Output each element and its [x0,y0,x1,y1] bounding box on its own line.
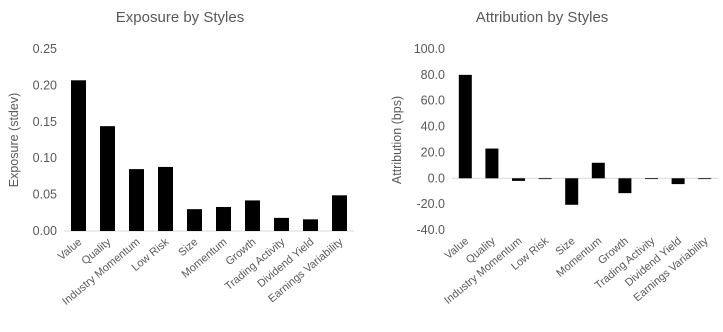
y-tick-label: 40.0 [421,120,445,134]
bar-industry-momentum [129,169,144,231]
attribution-y-ticks: 100.0 80.0 60.0 40.0 20.0 0.0 -20.0 -40.0 [414,42,445,237]
exposure-y-axis-title: Exposure (stdev) [7,93,21,187]
bar-trading-activity [274,217,289,231]
y-tick-label: 0.10 [33,151,57,165]
exposure-chart: Exposure by Styles Exposure (stdev) 0.25… [7,9,354,308]
bar-value [71,80,86,231]
bar-dividend-yield [303,219,318,231]
bar-value [458,74,472,179]
attribution-chart: Attribution by Styles Attribution (bps) … [390,9,718,307]
bar-trading-activity [645,178,658,180]
y-tick-label: 60.0 [421,94,445,108]
y-tick-label: 0.25 [33,42,57,56]
bar-momentum [216,206,231,231]
y-tick-label: 0.15 [33,115,57,129]
y-tick-label: 0.20 [33,78,57,92]
attribution-chart-title: Attribution by Styles [476,9,609,26]
exposure-chart-title: Exposure by Styles [116,9,244,26]
bar-earnings-variability [332,195,347,231]
attribution-y-axis-title: Attribution (bps) [390,96,404,184]
exposure-bars [71,80,347,231]
category-label: Size [176,236,200,259]
y-tick-label: 0.00 [33,224,57,238]
bar-quality [100,126,115,231]
bar-earnings-variability [698,178,712,180]
y-tick-label: 80.0 [421,68,445,82]
y-tick-label: 20.0 [421,145,445,159]
bar-low-risk [158,166,173,231]
bar-growth [618,178,632,194]
bar-size [565,178,579,205]
y-tick-label: -20.0 [417,197,446,211]
bar-momentum [591,162,605,179]
bar-industry-momentum [512,178,525,181]
y-tick-label: 0.05 [33,188,57,202]
bar-growth [245,200,260,231]
attribution-bars [458,74,712,205]
y-tick-label: -40.0 [417,223,446,237]
bar-dividend-yield [671,178,685,185]
y-tick-label: 100.0 [414,42,445,56]
bar-quality [485,148,499,179]
bar-size [187,209,202,231]
bar-low-risk [538,178,552,180]
y-tick-label: 0.0 [428,171,445,185]
